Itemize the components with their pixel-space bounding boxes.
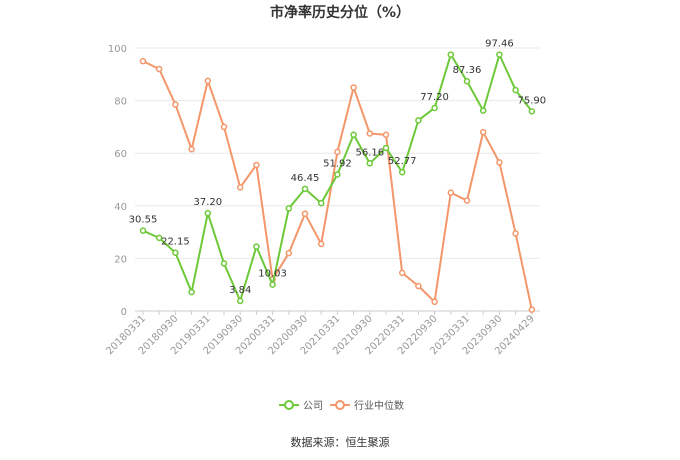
data-point[interactable] <box>447 189 455 196</box>
series-layer <box>139 51 536 313</box>
data-point[interactable] <box>415 117 422 124</box>
data-point[interactable] <box>236 184 244 191</box>
data-point[interactable] <box>269 281 276 288</box>
data-point[interactable] <box>317 199 325 207</box>
data-point[interactable] <box>139 227 147 234</box>
data-point[interactable] <box>188 146 195 153</box>
data-point[interactable] <box>155 65 163 73</box>
data-point[interactable] <box>334 171 341 178</box>
data-point[interactable] <box>155 234 163 242</box>
data-point[interactable] <box>253 243 260 250</box>
data-point[interactable] <box>204 209 212 217</box>
data-point[interactable] <box>172 101 179 108</box>
data-point[interactable] <box>301 185 309 193</box>
data-label: 22.15 <box>161 237 190 248</box>
data-point[interactable] <box>366 160 374 167</box>
data-source: 数据来源：恒生聚源 <box>291 435 390 449</box>
data-point[interactable] <box>285 249 293 257</box>
data-point[interactable] <box>382 131 390 139</box>
data-point[interactable] <box>317 240 325 248</box>
data-label: 3.84 <box>229 285 251 296</box>
data-point[interactable] <box>350 84 357 91</box>
y-tick-label: 20 <box>114 254 127 265</box>
legend-marker-industry-median <box>335 400 345 410</box>
data-point[interactable] <box>139 57 147 65</box>
data-point[interactable] <box>285 205 293 212</box>
data-label: 52.77 <box>388 156 417 167</box>
data-point[interactable] <box>496 159 503 166</box>
data-point[interactable] <box>479 128 487 136</box>
data-point[interactable] <box>496 51 503 58</box>
chart-title: 市净率历史分位（%） <box>270 4 410 21</box>
data-label: 30.55 <box>129 215 158 226</box>
series-line-1 <box>142 60 533 310</box>
data-point[interactable] <box>204 77 212 85</box>
legend-label-industry-median: 行业中位数 <box>354 399 404 412</box>
data-label: 75.90 <box>517 95 546 106</box>
series-line-0 <box>142 53 533 302</box>
data-label: 51.92 <box>323 158 352 169</box>
data-point[interactable] <box>512 230 519 237</box>
data-point[interactable] <box>398 168 406 176</box>
legend: 公司 行业中位数 <box>279 399 404 412</box>
data-point[interactable] <box>334 148 341 156</box>
legend-label-company: 公司 <box>303 401 323 412</box>
data-point[interactable] <box>415 282 422 290</box>
y-tick-label: 100 <box>108 44 127 55</box>
data-point[interactable] <box>431 298 438 306</box>
data-point[interactable] <box>479 107 487 114</box>
data-point[interactable] <box>172 249 179 256</box>
data-point[interactable] <box>350 131 357 139</box>
data-label: 77.20 <box>420 92 449 103</box>
data-label: 56.16 <box>355 147 384 158</box>
data-point[interactable] <box>366 130 374 137</box>
data-point[interactable] <box>528 306 536 313</box>
legend-item-industry-median[interactable]: 行业中位数 <box>330 399 404 412</box>
data-point[interactable] <box>188 288 195 296</box>
data-point[interactable] <box>253 161 260 169</box>
data-point[interactable] <box>447 51 455 58</box>
data-label: 10.03 <box>258 269 287 280</box>
legend-marker-company <box>284 400 294 410</box>
data-label: 37.20 <box>193 197 222 208</box>
data-point[interactable] <box>463 197 471 204</box>
data-point[interactable] <box>431 104 438 112</box>
data-label: 97.46 <box>485 39 514 50</box>
data-point[interactable] <box>512 86 519 94</box>
y-tick-label: 40 <box>114 202 127 213</box>
y-tick-label: 0 <box>121 307 127 318</box>
data-point[interactable] <box>301 210 309 217</box>
y-tick-label: 60 <box>114 149 127 160</box>
data-point[interactable] <box>236 297 244 305</box>
data-point[interactable] <box>382 144 390 152</box>
data-label: 46.45 <box>291 173 320 184</box>
legend-item-company[interactable]: 公司 <box>279 400 323 412</box>
data-point[interactable] <box>220 260 228 267</box>
data-point[interactable] <box>220 123 228 131</box>
data-point[interactable] <box>463 77 471 85</box>
data-point[interactable] <box>528 108 536 115</box>
data-label: 87.36 <box>453 65 482 76</box>
y-tick-label: 80 <box>114 97 127 108</box>
data-point[interactable] <box>398 269 406 277</box>
